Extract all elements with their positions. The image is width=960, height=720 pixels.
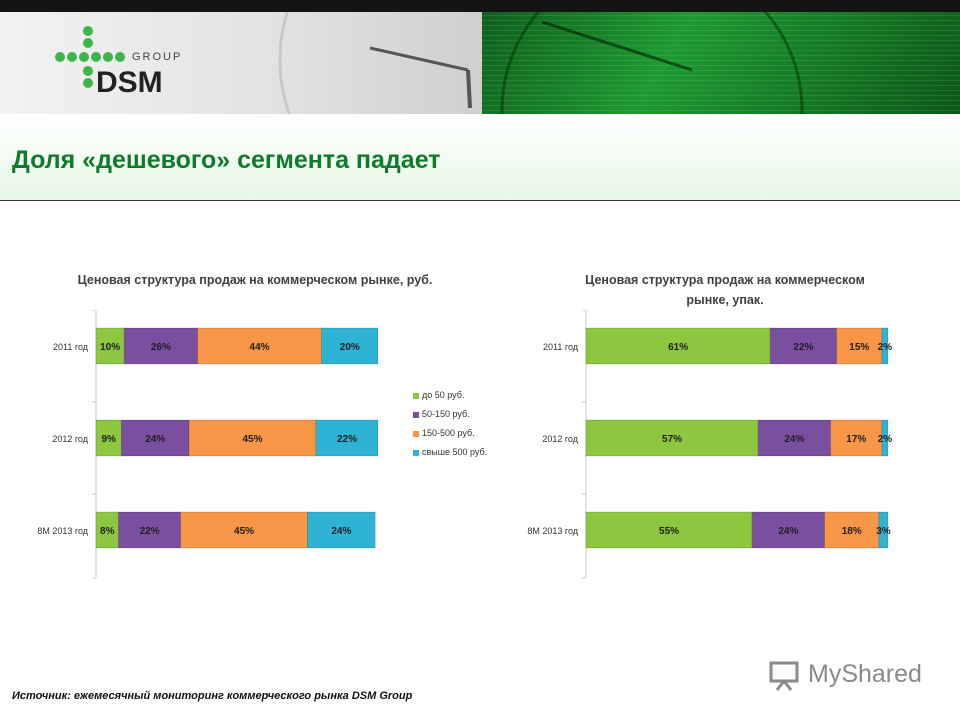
chart-title-pack: Ценовая структура продаж на коммерческом… — [500, 270, 950, 310]
top-dark-strip — [0, 0, 960, 12]
presentation-icon — [769, 661, 799, 691]
data-label: 8% — [100, 526, 115, 537]
data-label: 55% — [659, 526, 679, 537]
logo-dsm-text: DSM — [96, 66, 163, 96]
bar-segment — [321, 327, 379, 365]
data-label: 44% — [250, 342, 270, 353]
data-label: 2% — [878, 342, 893, 353]
title-band — [0, 114, 960, 200]
bar-segment — [123, 327, 198, 365]
data-label: 9% — [101, 434, 116, 445]
data-label: 22% — [793, 342, 813, 353]
chart-title-line: Ценовая структура продаж на коммерческом… — [77, 273, 433, 287]
legend-swatch-purple — [413, 411, 419, 418]
data-label: 22% — [337, 434, 357, 445]
legend-swatch-teal — [413, 449, 419, 456]
category-label: 2011 год — [543, 342, 579, 352]
bar-segment — [118, 511, 181, 549]
data-label: 24% — [784, 434, 804, 445]
data-label: 57% — [662, 434, 682, 445]
category-label: 8М 2013 год — [527, 526, 578, 536]
bar-segment — [197, 327, 323, 365]
data-label: 45% — [243, 434, 263, 445]
legend-label: до 50 руб. — [422, 390, 465, 400]
data-label: 22% — [140, 526, 160, 537]
dsm-logo: GROUP DSM — [55, 26, 182, 96]
bar-segment — [188, 419, 317, 457]
chart-rub: 2011 год 10% 26% 44% 20% 2012 год 9% 24% 45% 22% 8… — [37, 310, 379, 579]
data-label: 61% — [668, 342, 688, 353]
category-label: 2011 год — [53, 342, 89, 352]
page-title: Доля «дешевого» сегмента падает — [12, 146, 441, 174]
banner-green-clock-image — [482, 0, 960, 114]
bar-segment — [881, 327, 889, 365]
data-label: 24% — [331, 526, 351, 537]
bar-segment — [585, 419, 759, 457]
source-note: Источник: ежемесячный мониторинг коммерч… — [12, 690, 413, 702]
bar-segment — [307, 511, 376, 549]
bar-segment — [836, 327, 883, 365]
chart-title-rub: Ценовая структура продаж на коммерческом… — [20, 270, 490, 290]
data-label: 10% — [100, 342, 120, 353]
data-label: 17% — [846, 434, 866, 445]
legend-item-1: до 50 руб. — [413, 390, 464, 400]
category-label: 8М 2013 год — [37, 526, 88, 536]
legend-item-3: 150-500 руб. — [413, 428, 475, 438]
watermark: MyShared — [808, 660, 922, 688]
data-label: 24% — [778, 526, 798, 537]
legend-label: 50-150 руб. — [422, 409, 470, 419]
logo-group-text: GROUP — [132, 51, 182, 63]
bar-segment — [824, 511, 880, 549]
data-label: 2% — [878, 434, 893, 445]
data-label: 20% — [340, 342, 360, 353]
bar-segment — [769, 327, 838, 365]
bar-segment — [881, 419, 889, 457]
legend-item-4: свыше 500 руб. — [413, 447, 487, 457]
green-clock-graphic — [500, 0, 804, 114]
bar-segment — [830, 419, 883, 457]
bar-segment — [751, 511, 825, 549]
title-divider — [0, 200, 960, 201]
legend-item-2: 50-150 руб. — [413, 409, 470, 419]
bar-segment — [315, 419, 379, 457]
bar-segment — [95, 327, 125, 365]
legend-label: свыше 500 руб. — [422, 447, 488, 457]
data-label: 45% — [234, 526, 254, 537]
bar-segment — [585, 327, 771, 365]
bar-segment — [180, 511, 308, 549]
header-banner: GROUP DSM — [0, 0, 960, 114]
bar-segment — [585, 511, 753, 549]
chart-title-line: Ценовая структура продаж на коммерческом — [585, 273, 865, 287]
category-label: 2012 год — [542, 434, 578, 444]
bar-segment — [878, 511, 889, 549]
data-label: 3% — [876, 526, 891, 537]
chart-pack: 2011 год 61% 22% 15% 2% 2012 год 57% 24% 17% 2% 8М… — [527, 310, 893, 579]
bar-segment — [95, 419, 122, 457]
data-label: 26% — [151, 342, 171, 353]
category-label: 2012 год — [52, 434, 88, 444]
chart-title-line: рынке, упак. — [686, 293, 764, 307]
legend-swatch-orange — [413, 430, 419, 437]
data-label: 15% — [849, 342, 869, 353]
data-label: 24% — [145, 434, 165, 445]
data-label: 18% — [842, 526, 862, 537]
legend-swatch-green — [413, 392, 419, 399]
legend-label: 150-500 руб. — [422, 428, 475, 438]
